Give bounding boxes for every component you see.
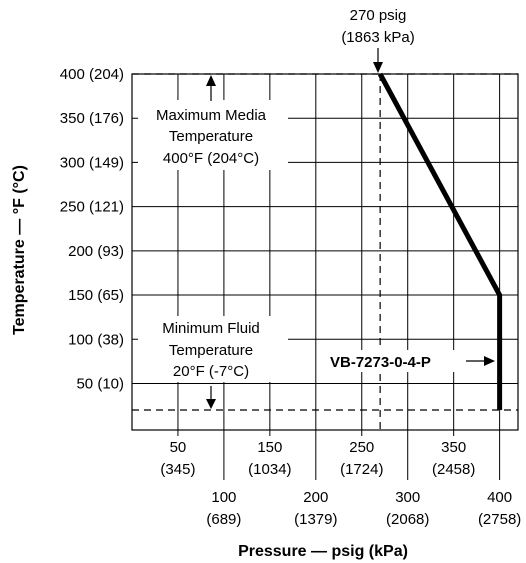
x-tick-kpa: (2458)	[432, 461, 475, 478]
x-tick-labels: 50 (345) 100 (689) 150 (1034) 200 (1379) 250 (172…	[160, 439, 521, 528]
x-tick-psig: 350	[441, 439, 466, 456]
max-temp-arrowhead	[206, 75, 216, 86]
x-tick-kpa: (2758)	[478, 511, 521, 528]
y-tick-label: 300 (149)	[60, 154, 124, 171]
series-callout-label: VB-7273-0-4-P	[330, 354, 431, 371]
series-lines	[377, 72, 503, 410]
x-tick-kpa: (345)	[160, 461, 195, 478]
top-pressure-arrowhead	[373, 62, 383, 73]
x-tick-psig: 150	[257, 439, 282, 456]
max-media-line2: Temperature	[169, 128, 253, 145]
y-tick-label: 250 (121)	[60, 199, 124, 216]
x-tick-kpa: (2068)	[386, 511, 429, 528]
top-pressure-kpa: (1863 kPa)	[341, 29, 414, 46]
top-pressure-annotation: 270 psig (1863 kPa)	[341, 7, 414, 46]
series-callout-arrowhead	[484, 356, 495, 366]
plot-frame	[131, 73, 519, 431]
x-tick-psig: 400	[487, 489, 512, 506]
min-fluid-line3: 20°F (-7°C)	[173, 363, 249, 380]
top-pressure-psig: 270 psig	[350, 7, 407, 24]
min-fluid-label-bg	[138, 316, 288, 382]
x-tick-psig: 250	[349, 439, 374, 456]
x-tick-psig: 50	[170, 439, 187, 456]
y-tick-labels: 50 (10) 100 (38) 150 (65) 200 (93) 250 (121)…	[60, 66, 124, 392]
x-tick-kpa: (1034)	[248, 461, 291, 478]
x-tick-kpa: (1379)	[294, 511, 337, 528]
x-tick-marks	[177, 430, 501, 480]
y-axis-title: Temperature — °F (°C)	[11, 165, 28, 335]
x-tick-psig: 200	[303, 489, 328, 506]
y-tick-label: 400 (204)	[60, 66, 124, 83]
series-line-vb-7273-0-4-p	[377, 72, 503, 410]
series-callout-bg	[326, 350, 478, 372]
x-axis-title: Pressure — psig (kPa)	[238, 543, 408, 560]
max-media-line3: 400°F (204°C)	[163, 150, 259, 167]
min-fluid-line2: Temperature	[169, 342, 253, 359]
y-tick-label: 100 (38)	[68, 331, 124, 348]
y-tick-label: 350 (176)	[60, 110, 124, 127]
max-media-line1: Maximum Media	[156, 107, 267, 124]
min-temp-arrowhead	[206, 399, 216, 409]
x-tick-psig: 300	[395, 489, 420, 506]
y-tick-label: 50 (10)	[76, 375, 124, 392]
y-tick-label: 150 (65)	[68, 287, 124, 304]
x-tick-psig: 100	[211, 489, 236, 506]
y-tick-label: 200 (93)	[68, 243, 124, 260]
x-tick-kpa: (689)	[206, 511, 241, 528]
x-tick-kpa: (1724)	[340, 461, 383, 478]
min-fluid-line1: Minimum Fluid	[162, 320, 260, 337]
max-media-label-bg	[138, 100, 288, 170]
